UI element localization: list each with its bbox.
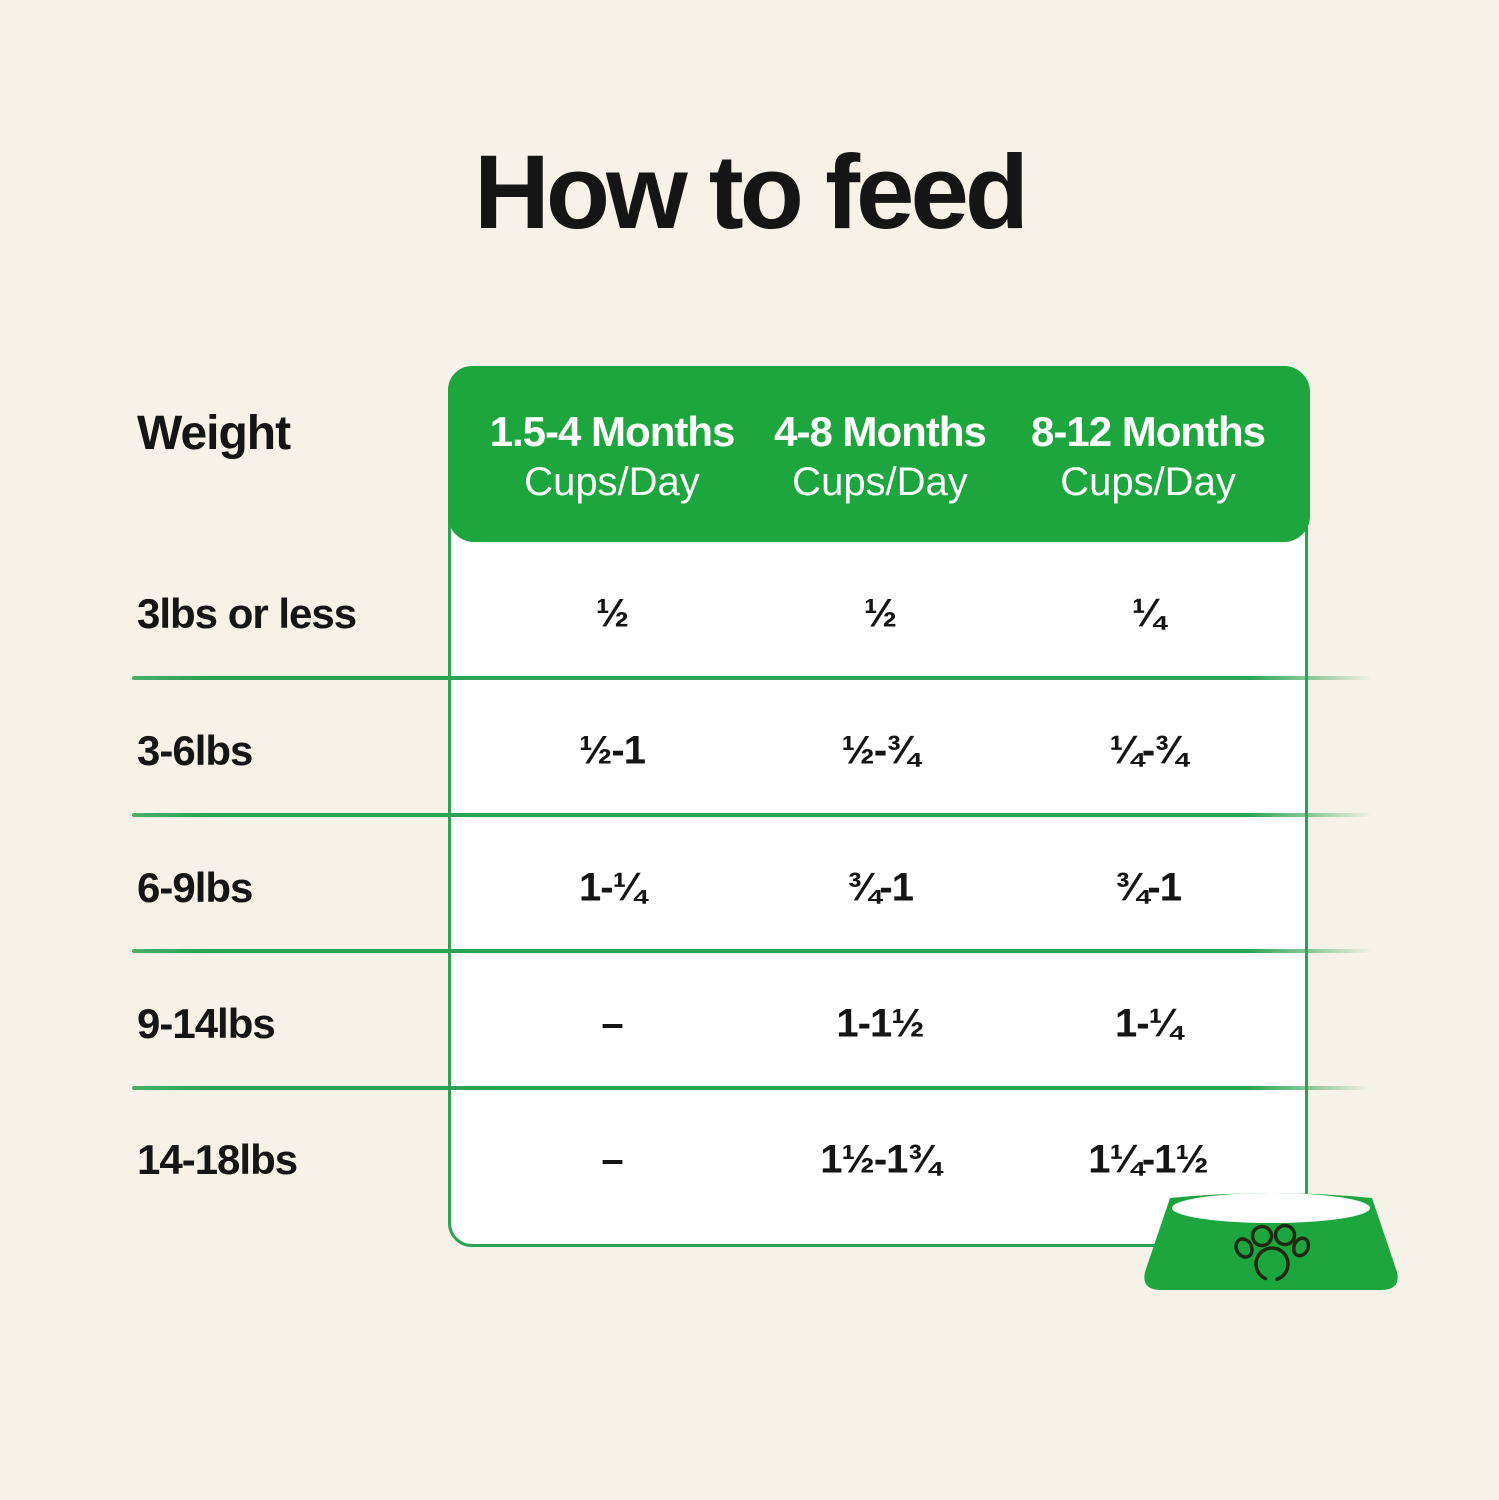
table-cell: 1½-1¾ bbox=[820, 1137, 941, 1182]
feeding-table-header: 1.5-4 Months Cups/Day 4-8 Months Cups/Da… bbox=[448, 366, 1310, 542]
table-cell: 1-1½ bbox=[836, 1001, 924, 1046]
row-label-weight: 3-6lbs bbox=[137, 727, 253, 774]
table-cell: ¼ bbox=[1131, 591, 1165, 636]
row-divider bbox=[132, 1086, 1372, 1090]
row-divider bbox=[132, 949, 1372, 953]
table-cell: ¾-1 bbox=[847, 865, 914, 910]
column-header-4-8-months: 4-8 Months Cups/Day bbox=[774, 406, 987, 506]
row-label-weight: 3lbs or less bbox=[137, 590, 357, 637]
column-header-1-5-4-months: 1.5-4 Months Cups/Day bbox=[489, 406, 736, 506]
column-header-unit: Cups/Day bbox=[792, 460, 968, 504]
table-cell: ½ bbox=[595, 591, 629, 636]
table-cell: 1-¼ bbox=[579, 865, 646, 910]
table-cell: 1¼-1½ bbox=[1088, 1137, 1209, 1182]
row-divider bbox=[132, 813, 1372, 817]
table-cell: – bbox=[601, 1001, 623, 1046]
row-divider bbox=[132, 676, 1372, 680]
column-header-unit: Cups/Day bbox=[524, 460, 700, 504]
weight-column-header: Weight bbox=[137, 407, 291, 460]
paw-print-icon bbox=[1234, 1223, 1311, 1282]
column-header-unit: Cups/Day bbox=[1060, 460, 1236, 504]
table-cell: ¾-1 bbox=[1115, 865, 1182, 910]
column-header-age-range: 1.5-4 Months bbox=[489, 408, 736, 455]
table-cell: – bbox=[601, 1137, 623, 1182]
table-cell: ½-1 bbox=[579, 728, 646, 773]
table-cell: ½ bbox=[863, 591, 897, 636]
column-header-age-range: 8-12 Months bbox=[1030, 408, 1266, 455]
column-header-age-range: 4-8 Months bbox=[774, 408, 987, 455]
dog-bowl-icon bbox=[1144, 1193, 1398, 1290]
page-title: How to feed bbox=[474, 134, 1029, 251]
row-label-weight: 6-9lbs bbox=[137, 864, 253, 911]
table-cell: ¼-¾ bbox=[1109, 728, 1187, 773]
table-cell: ½-¾ bbox=[841, 728, 919, 773]
column-header-8-12-months: 8-12 Months Cups/Day bbox=[1030, 406, 1266, 506]
table-cell: 1-¼ bbox=[1115, 1001, 1182, 1046]
row-label-weight: 14-18lbs bbox=[137, 1136, 298, 1183]
row-label-weight: 9-14lbs bbox=[137, 1000, 276, 1047]
